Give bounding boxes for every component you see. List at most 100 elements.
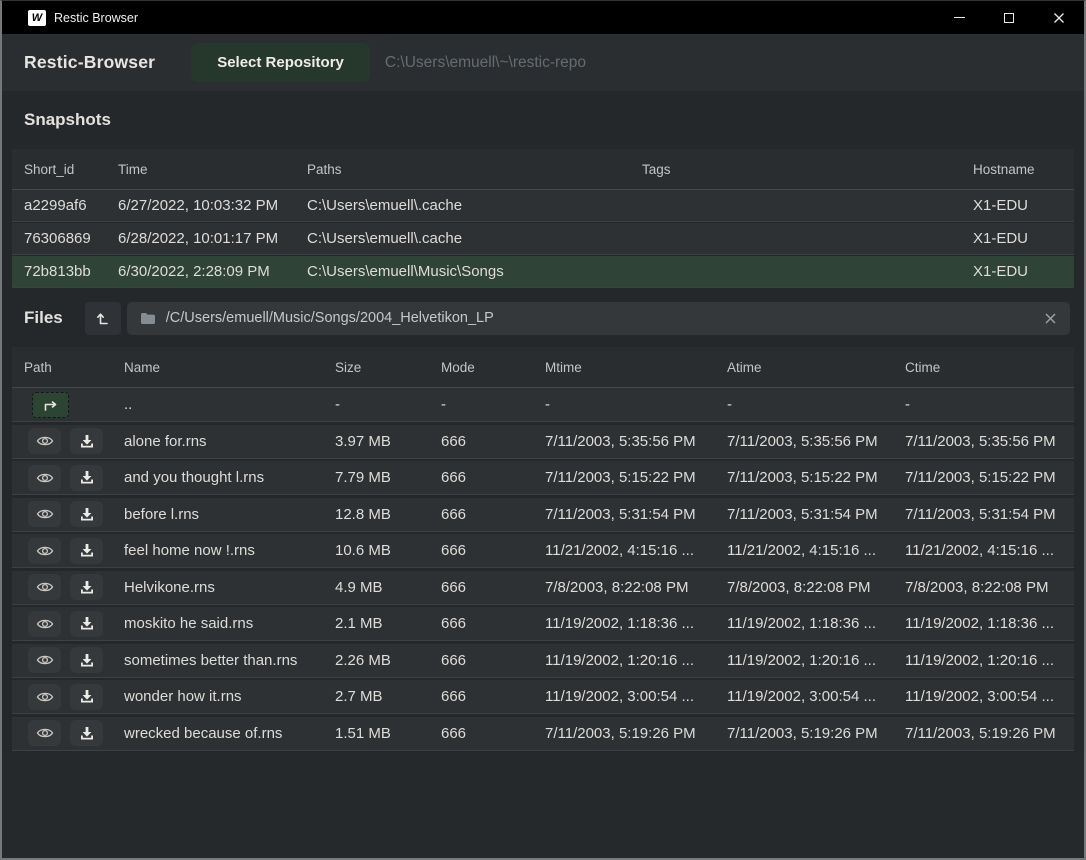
close-icon	[1054, 12, 1064, 23]
file-size: -	[335, 396, 340, 413]
file-size: 4.9 MB	[335, 578, 383, 596]
current-path-text: /C/Users/emuell/Music/Songs/2004_Helveti…	[165, 310, 494, 326]
file-mode: -	[441, 396, 446, 413]
file-ctime: 11/19/2002, 1:20:16 ...	[905, 651, 1055, 669]
file-row-actions	[24, 647, 124, 673]
preview-button[interactable]	[28, 647, 61, 673]
file-mode: 666	[441, 651, 467, 669]
file-atime: 7/11/2003, 5:19:26 PM	[727, 724, 878, 742]
snapshot-row[interactable]: 72b813bb 6/30/2022, 2:28:09 PM C:\Users\…	[12, 256, 1074, 288]
download-icon	[80, 544, 93, 557]
col-mtime: Mtime	[545, 359, 582, 375]
parent-row-actions	[24, 391, 124, 418]
file-row-actions	[24, 574, 124, 600]
snapshot-paths: C:\Users\emuell\.cache	[307, 197, 463, 214]
preview-button[interactable]	[28, 683, 61, 710]
minimize-icon	[953, 17, 965, 18]
download-button[interactable]	[70, 574, 103, 600]
file-mode: 666	[441, 688, 467, 705]
preview-button[interactable]	[28, 537, 61, 564]
download-button[interactable]	[70, 647, 103, 673]
file-size: 1.51 MB	[335, 724, 391, 742]
file-name: ..	[124, 396, 133, 413]
eye-preview-icon	[36, 692, 53, 701]
up-level-button[interactable]	[84, 301, 121, 335]
col-ctime: Ctime	[905, 359, 941, 375]
file-atime: 11/21/2002, 4:15:16 ...	[727, 542, 877, 559]
file-atime: -	[727, 396, 732, 413]
file-size: 2.7 MB	[335, 688, 383, 705]
file-mode: 666	[441, 724, 467, 742]
file-row: and you thought l.rns 7.79 MB 666 7/11/2…	[12, 461, 1074, 495]
file-name: wonder how it.rns	[124, 688, 242, 705]
download-icon	[80, 434, 93, 447]
eye-preview-icon	[36, 473, 53, 482]
snapshots-table: Short_id Time Paths Tags Hostname a2299a…	[12, 149, 1074, 289]
snapshot-short-id: a2299af6	[24, 197, 87, 214]
titlebar: W Restic Browser	[2, 1, 1084, 34]
snapshot-time: 6/27/2022, 10:03:32 PM	[118, 197, 279, 214]
file-atime: 11/19/2002, 1:20:16 ...	[727, 651, 877, 669]
eye-preview-icon	[36, 728, 53, 738]
file-name: alone for.rns	[124, 432, 207, 450]
snapshot-row[interactable]: a2299af6 6/27/2022, 10:03:32 PM C:\Users…	[12, 190, 1074, 222]
file-row: feel home now !.rns 10.6 MB 666 11/21/20…	[12, 534, 1074, 568]
download-icon	[80, 726, 93, 739]
file-atime: 11/19/2002, 3:00:54 ...	[727, 688, 877, 705]
download-button[interactable]	[70, 537, 103, 564]
download-button[interactable]	[70, 428, 103, 454]
snapshot-time: 6/30/2022, 2:28:09 PM	[118, 263, 270, 280]
file-row-actions	[24, 501, 124, 527]
repository-path-text: C:\Users\emuell\~\restic-repo	[384, 53, 587, 71]
file-mode: 666	[441, 542, 467, 559]
file-atime: 7/11/2003, 5:15:22 PM	[727, 469, 878, 486]
preview-button[interactable]	[28, 574, 61, 600]
download-icon	[80, 580, 93, 593]
maximize-button[interactable]	[984, 1, 1034, 34]
snapshot-hostname: X1-EDU	[973, 263, 1029, 280]
col-time: Time	[118, 161, 148, 177]
snapshot-row[interactable]: 76306869 6/28/2022, 10:01:17 PM C:\Users…	[12, 223, 1074, 255]
download-button[interactable]	[70, 720, 103, 746]
app-title: Restic-Browser	[24, 52, 156, 72]
clear-path-button[interactable]	[1044, 312, 1057, 325]
navigate-up-button[interactable]	[32, 391, 69, 418]
snapshots-title: Snapshots	[24, 110, 111, 129]
preview-button[interactable]	[28, 720, 61, 746]
col-name: Name	[124, 359, 161, 375]
snapshot-paths: C:\Users\emuell\Music\Songs	[307, 263, 504, 280]
snapshot-hostname: X1-EDU	[973, 230, 1029, 247]
select-repository-button[interactable]: Select Repository	[191, 43, 370, 82]
file-path-bar[interactable]: /C/Users/emuell/Music/Songs/2004_Helveti…	[126, 301, 1070, 335]
preview-button[interactable]	[28, 428, 61, 454]
file-row-actions	[24, 720, 124, 746]
file-ctime: 11/19/2002, 3:00:54 ...	[905, 688, 1055, 705]
eye-preview-icon	[36, 546, 53, 555]
file-ctime: -	[905, 396, 910, 413]
download-button[interactable]	[70, 683, 103, 710]
file-ctime: 7/11/2003, 5:15:22 PM	[905, 469, 1056, 486]
file-mtime: 7/11/2003, 5:31:54 PM	[545, 505, 696, 523]
file-size: 12.8 MB	[335, 505, 391, 523]
preview-button[interactable]	[28, 610, 61, 637]
download-button[interactable]	[70, 610, 103, 637]
download-button[interactable]	[70, 501, 103, 527]
files-title: Files	[24, 308, 63, 327]
snapshot-short-id: 72b813bb	[24, 263, 91, 280]
files-table-header: Path Name Size Mode Mtime Atime Ctime	[12, 347, 1074, 388]
preview-button[interactable]	[28, 464, 61, 491]
file-name: moskito he said.rns	[124, 615, 254, 632]
col-mode: Mode	[441, 359, 475, 375]
file-row-actions	[24, 464, 124, 491]
file-ctime: 7/8/2003, 8:22:08 PM	[905, 578, 1049, 596]
file-mtime: 11/19/2002, 1:20:16 ...	[545, 651, 695, 669]
file-mtime: 7/11/2003, 5:15:22 PM	[545, 469, 696, 486]
file-atime: 7/8/2003, 8:22:08 PM	[727, 578, 871, 596]
minimize-button[interactable]	[934, 1, 984, 34]
download-button[interactable]	[70, 464, 103, 491]
close-button[interactable]	[1034, 1, 1084, 34]
preview-button[interactable]	[28, 501, 61, 527]
clear-x-icon	[1045, 312, 1056, 324]
col-paths: Paths	[307, 161, 342, 177]
